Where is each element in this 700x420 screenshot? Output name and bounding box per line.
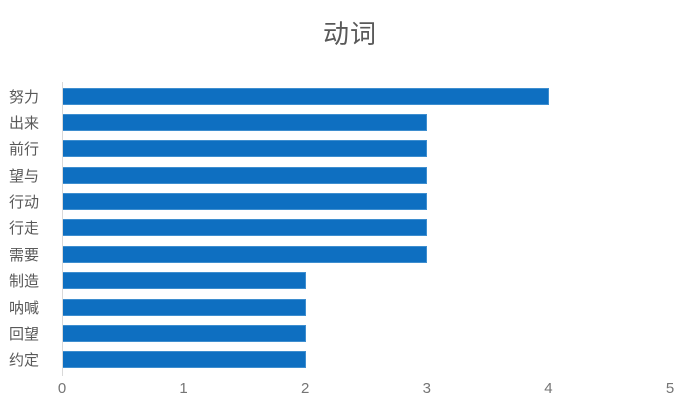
bar-row (63, 136, 670, 162)
bar (63, 245, 428, 263)
category-label: 制造 (8, 273, 39, 291)
bar (63, 140, 428, 158)
bar-row (63, 109, 670, 135)
category-label: 出来 (8, 115, 39, 133)
x-tick-label: 0 (57, 380, 67, 397)
bar (63, 324, 306, 342)
x-tick-label: 1 (179, 380, 188, 397)
category-label: 努力 (8, 88, 39, 106)
bar (63, 114, 428, 132)
bar (63, 351, 306, 369)
x-tick-label: 4 (544, 380, 553, 397)
bar-row (63, 268, 670, 294)
category-label: 望与 (8, 167, 39, 185)
bar-row (63, 215, 670, 241)
plot-area (63, 83, 670, 373)
bar-row (63, 320, 670, 346)
bar-row (63, 188, 670, 214)
bar (63, 193, 428, 211)
bar (63, 272, 306, 290)
category-axis-labels: 努力出来前行望与行动行走需要制造呐喊回望约定 (0, 83, 39, 373)
category-label: 回望 (8, 325, 39, 343)
bar-row (63, 83, 670, 109)
bar (63, 219, 428, 237)
category-label: 呐喊 (8, 299, 39, 317)
category-label: 行动 (8, 194, 39, 212)
bar-row (63, 241, 670, 267)
bar-row (63, 162, 670, 188)
category-label: 前行 (8, 141, 39, 159)
bar (63, 298, 306, 316)
x-tick-label: 2 (301, 380, 310, 397)
x-tick-label: 5 (665, 380, 675, 397)
bar-row (63, 347, 670, 373)
category-label: 需要 (8, 246, 39, 264)
bar-row (63, 294, 670, 320)
category-label: 行走 (8, 220, 39, 238)
chart-title: 动词 (322, 19, 377, 49)
bar (63, 166, 428, 184)
x-tick-label: 3 (422, 380, 431, 397)
y-axis-line (62, 82, 63, 376)
category-label: 约定 (8, 352, 39, 370)
value-axis-labels: 0 1 2 3 4 5 (58, 380, 674, 400)
bar (63, 87, 549, 105)
